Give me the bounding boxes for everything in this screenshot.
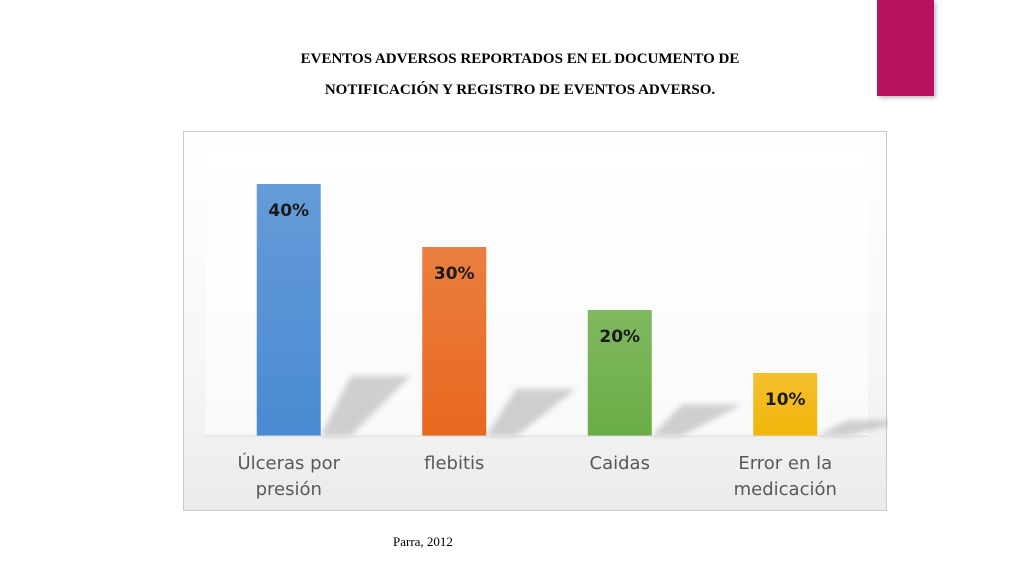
category-tick-label: presión — [256, 479, 322, 500]
data-label: 40% — [268, 201, 309, 221]
chart-frame: 40% Úlceras por presión 30% flebitis 20% Caida… — [183, 131, 888, 511]
data-label: 30% — [434, 264, 475, 284]
category-tick-label: Caidas — [590, 453, 650, 474]
data-label: 20% — [599, 327, 640, 347]
category-tick-label: flebitis — [424, 453, 484, 474]
bar-shadow — [651, 404, 742, 436]
title-line-1: EVENTOS ADVERSOS REPORTADOS EN EL DOCUME… — [300, 51, 740, 67]
bar — [256, 184, 321, 436]
bar-shadow — [486, 388, 577, 436]
data-label: 10% — [765, 390, 806, 410]
bar-shadow — [320, 376, 411, 436]
bar — [753, 373, 818, 436]
category-tick-label: Error en la — [738, 453, 832, 474]
bar — [422, 247, 487, 436]
bar-shadow — [817, 420, 888, 436]
accent-bar — [877, 0, 934, 96]
bar — [587, 310, 652, 436]
slide-title: EVENTOS ADVERSOS REPORTADOS EN EL DOCUME… — [200, 44, 840, 106]
category-tick-label: Úlceras por — [237, 452, 340, 474]
source-citation: Parra, 2012 — [393, 534, 453, 549]
bar-chart: 40% Úlceras por presión 30% flebitis 20% Caida… — [206, 150, 888, 500]
category-tick-label: medicación — [734, 479, 837, 500]
title-line-2: NOTIFICACIÓN Y REGISTRO DE EVENTOS ADVER… — [324, 82, 716, 98]
